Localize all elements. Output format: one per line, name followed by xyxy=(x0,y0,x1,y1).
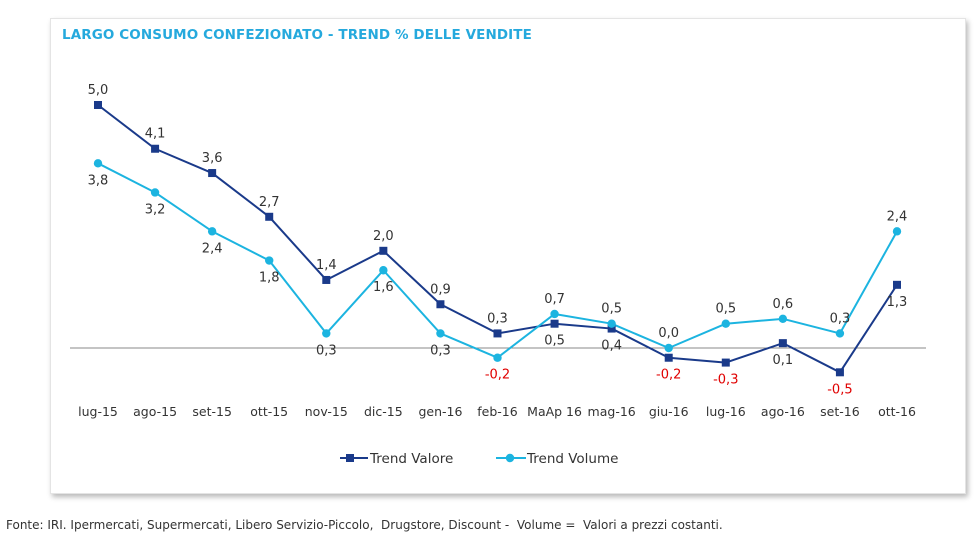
series-0-point-8 xyxy=(550,319,559,328)
data-label-0-11: -0,3 xyxy=(713,373,738,388)
series-1-point-4 xyxy=(322,329,331,338)
x-tick-label-2: set-15 xyxy=(192,404,232,419)
series-1-point-8 xyxy=(550,309,559,319)
series-0-point-12 xyxy=(778,339,787,348)
legend-marker-volume xyxy=(505,453,515,463)
series-1-point-6 xyxy=(436,329,445,338)
data-label-0-0: 5,0 xyxy=(88,83,109,98)
data-label-1-9: 0,5 xyxy=(601,302,622,317)
series-1-point-7 xyxy=(493,353,502,362)
series-1-point-9 xyxy=(607,319,616,328)
data-label-0-12: 0,1 xyxy=(773,353,794,368)
x-tick-label-1: ago-15 xyxy=(133,404,177,419)
series-0-point-4 xyxy=(322,275,331,284)
source-note: Fonte: IRI. Ipermercati, Supermercati, L… xyxy=(6,518,723,532)
series-0-point-13 xyxy=(835,368,844,377)
data-label-0-3: 2,7 xyxy=(259,195,280,210)
series-1-point-13 xyxy=(835,329,845,338)
series-0-point-10 xyxy=(664,353,673,362)
data-label-1-12: 0,6 xyxy=(773,297,794,312)
series-0-point-5 xyxy=(379,246,388,255)
legend-label-volume: Trend Volume xyxy=(526,451,618,467)
series-0-point-2 xyxy=(208,169,217,178)
x-tick-label-4: nov-15 xyxy=(305,404,348,419)
data-label-1-2: 2,4 xyxy=(202,241,223,256)
chart-title: LARGO CONSUMO CONFEZIONATO - TREND % DEL… xyxy=(62,27,532,43)
series-1-point-5 xyxy=(379,266,388,275)
x-tick-label-14: ott-16 xyxy=(878,404,916,419)
series-1-point-12 xyxy=(778,314,788,324)
data-label-0-1: 4,1 xyxy=(145,127,166,142)
x-tick-label-5: dic-15 xyxy=(364,404,403,419)
data-label-0-2: 3,6 xyxy=(202,151,223,166)
x-tick-label-8: MaAp 16 xyxy=(527,404,582,419)
data-label-1-8: 0,7 xyxy=(544,292,565,307)
x-tick-label-13: set-16 xyxy=(820,404,860,419)
data-label-1-3: 1,8 xyxy=(259,271,280,286)
series-0-point-1 xyxy=(151,144,160,153)
data-label-0-7: 0,3 xyxy=(487,311,508,326)
series-1-point-14 xyxy=(892,227,902,236)
data-label-1-5: 1,6 xyxy=(373,280,394,295)
series-line-1 xyxy=(97,162,898,359)
series-1-point-10 xyxy=(664,343,673,353)
data-label-0-10: -0,2 xyxy=(656,368,681,383)
x-tick-label-7: feb-16 xyxy=(477,404,517,419)
series-0-point-14 xyxy=(893,280,901,289)
data-label-1-1: 3,2 xyxy=(145,202,166,217)
data-label-1-4: 0,3 xyxy=(316,343,337,358)
series-1-point-1 xyxy=(150,188,160,197)
data-label-0-5: 2,0 xyxy=(373,229,394,244)
x-tick-label-12: ago-16 xyxy=(761,404,805,419)
series-1-point-11 xyxy=(721,319,730,328)
x-tick-label-9: mag-16 xyxy=(588,404,636,419)
data-label-1-13: 0,3 xyxy=(830,311,851,326)
x-tick-label-11: lug-16 xyxy=(706,404,746,419)
data-label-1-7: -0,2 xyxy=(485,368,510,383)
series-1-point-0 xyxy=(93,159,103,168)
series-1-point-3 xyxy=(265,256,274,265)
data-label-1-0: 3,8 xyxy=(88,173,109,188)
legend-label-valore: Trend Valore xyxy=(369,451,453,467)
series-0-point-0 xyxy=(94,101,102,109)
data-label-1-14: 2,4 xyxy=(887,209,908,224)
series-0-point-6 xyxy=(436,300,445,309)
data-label-0-6: 0,9 xyxy=(430,282,451,297)
x-tick-label-0: lug-15 xyxy=(78,404,118,419)
data-label-0-9: 0,4 xyxy=(601,339,622,354)
series-0-point-11 xyxy=(721,358,730,367)
data-label-0-13: -0,5 xyxy=(827,382,852,397)
x-tick-label-6: gen-16 xyxy=(418,404,462,419)
data-label-0-4: 1,4 xyxy=(316,258,337,273)
x-tick-label-3: ott-15 xyxy=(250,404,288,419)
series-1-point-2 xyxy=(207,227,217,236)
series-0-point-7 xyxy=(493,329,502,338)
data-label-0-14: 1,3 xyxy=(887,295,908,310)
data-label-1-11: 0,5 xyxy=(715,302,736,317)
data-label-1-6: 0,3 xyxy=(430,343,451,358)
series-0-point-3 xyxy=(265,212,274,221)
data-label-0-8: 0,5 xyxy=(544,334,565,349)
chart-panel xyxy=(50,18,966,494)
series-0-point-9 xyxy=(607,324,616,333)
data-label-1-10: 0,0 xyxy=(658,326,679,341)
legend-marker-valore xyxy=(346,454,354,462)
x-tick-label-10: giu-16 xyxy=(649,404,689,419)
